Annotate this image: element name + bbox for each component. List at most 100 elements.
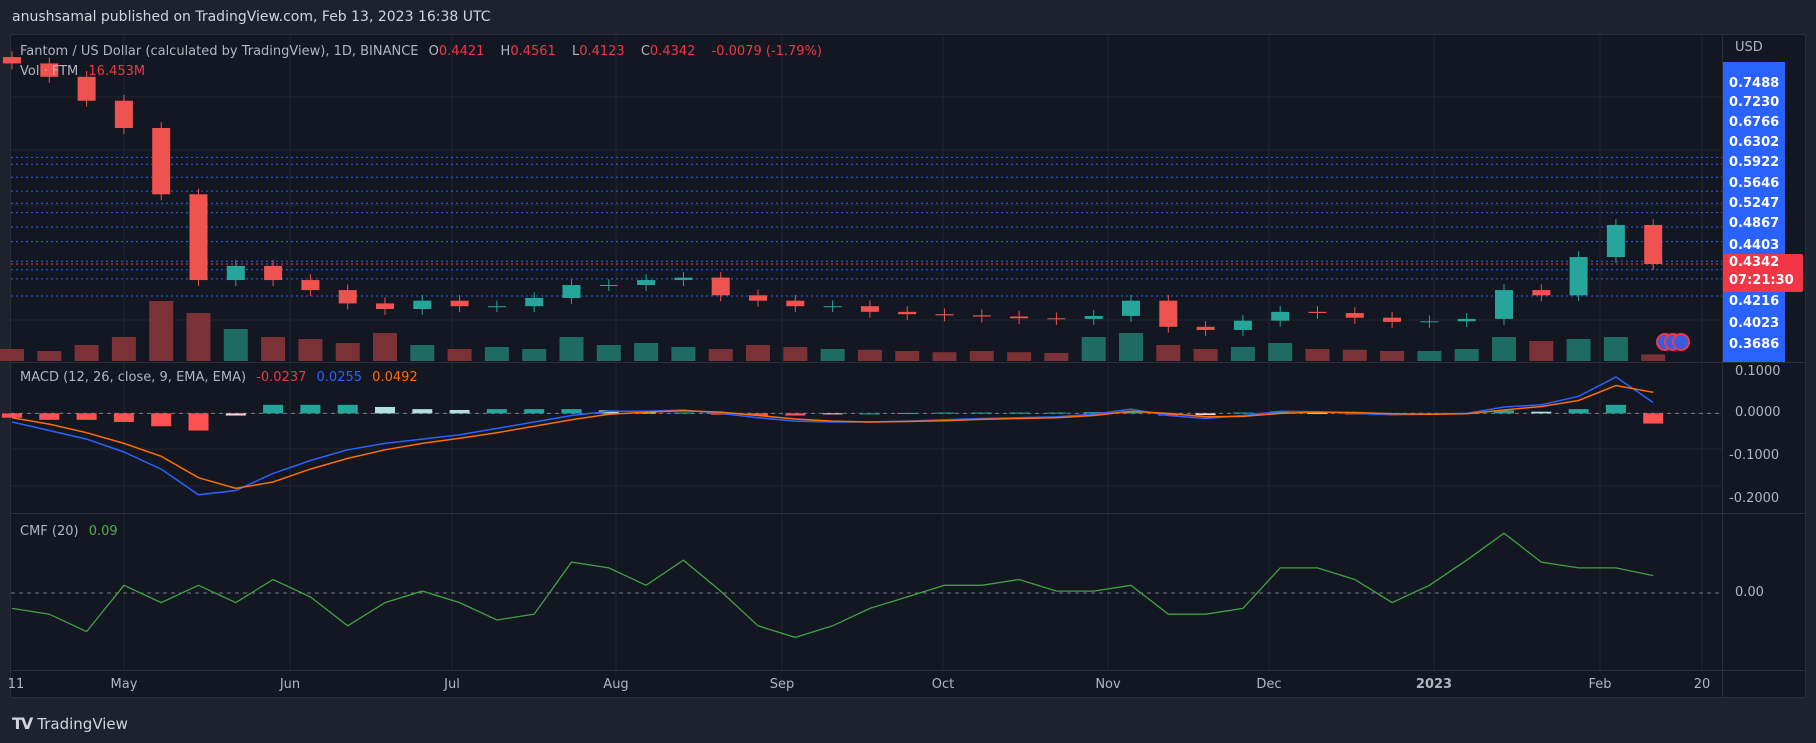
symbol-title[interactable]: Fantom / US Dollar (calculated by Tradin…: [20, 44, 419, 59]
volume-bar: [74, 345, 99, 361]
macd-line-value: 0.0255: [316, 370, 363, 385]
volume-bar: [1007, 352, 1032, 361]
candle: [860, 306, 879, 312]
time-label: Sep: [769, 677, 795, 692]
macd-histogram-bar: [1531, 411, 1552, 414]
candle: [1644, 224, 1663, 264]
high-label: H: [500, 44, 511, 59]
candle: [823, 306, 842, 308]
macd-histogram-bar: [859, 413, 880, 415]
time-label: Feb: [1588, 677, 1612, 692]
volume-bar: [1268, 343, 1293, 361]
macd-histogram-bar: [113, 413, 134, 422]
volume-bar: [447, 349, 472, 361]
time-label: Dec: [1256, 677, 1282, 692]
time-label: May: [110, 677, 138, 692]
macd-histogram-bar: [785, 413, 806, 416]
volume-bar: [484, 347, 509, 361]
macd-histogram-bar: [1046, 412, 1067, 414]
volume-value: 16.453M: [88, 64, 146, 79]
macd-histogram-bar: [636, 412, 657, 414]
candle: [1047, 318, 1066, 320]
macd-histogram-bar: [1158, 413, 1179, 416]
publish-header: anushsamal published on TradingView.com,…: [12, 9, 491, 25]
candle: [749, 295, 767, 301]
macd-histogram-bar: [188, 413, 209, 431]
candle: [599, 285, 618, 287]
candle: [935, 314, 954, 316]
cmf-axis-label: 0.00: [1735, 585, 1764, 600]
volume-bar: [522, 349, 547, 361]
candle: [1122, 300, 1140, 316]
price-level-label: 0.5646: [1729, 176, 1780, 191]
macd-signal-value: 0.0492: [372, 370, 418, 385]
macd-histogram-bar: [486, 409, 507, 414]
candle: [40, 63, 59, 77]
volume-bar: [298, 339, 323, 361]
macd-histogram-bar: [76, 413, 97, 420]
close-label: C: [640, 44, 650, 59]
macd-histogram-bar: [561, 409, 582, 414]
footer-branding[interactable]: TV TradingView: [12, 714, 128, 733]
candle: [301, 280, 320, 291]
volume-bar: [1641, 354, 1666, 361]
candle: [1308, 311, 1327, 314]
macd-histogram-bar: [2, 413, 22, 418]
price-axis-divider: [1722, 34, 1723, 698]
volume-bar: [149, 301, 174, 361]
volume-bar: [1119, 333, 1143, 361]
candle: [1495, 290, 1513, 319]
macd-histogram-bar: [1270, 411, 1291, 414]
macd-histogram-bar: [151, 413, 172, 427]
pane-divider-cmf[interactable]: [10, 513, 1806, 514]
candle: [711, 277, 730, 296]
volume-bar: [1417, 351, 1442, 361]
candle: [3, 57, 21, 64]
open-value: 0.4421: [438, 44, 485, 59]
current-price: 0.4342: [1729, 255, 1780, 270]
time-label: Jul: [444, 677, 460, 692]
volume-bar: [1044, 353, 1069, 361]
candle: [114, 100, 133, 128]
brand-name: TradingView: [37, 714, 128, 733]
macd-histogram-bar: [1083, 412, 1104, 414]
candle: [1010, 316, 1029, 319]
macd-histogram-bar: [1121, 411, 1141, 414]
volume-bar: [932, 352, 957, 361]
volume-bar: [1193, 349, 1218, 361]
macd-axis-label: 0.1000: [1735, 364, 1781, 379]
volume-bar: [857, 349, 882, 361]
pane-divider-macd[interactable]: [10, 362, 1806, 363]
chart-frame: [10, 34, 1806, 698]
candle: [189, 194, 208, 281]
volume-bar: [1566, 339, 1591, 361]
cmf-value: 0.09: [88, 524, 118, 539]
price-axis-level-labels[interactable]: [1723, 62, 1785, 362]
volume-bar: [634, 343, 659, 361]
price-level-label: 0.4403: [1729, 238, 1780, 253]
close-value: 0.4342: [649, 44, 696, 59]
us-flag-icon[interactable]: [1672, 333, 1690, 351]
price-level-label: 0.4216: [1729, 294, 1780, 309]
macd-legend: MACD (12, 26, close, 9, EMA, EMA) -0.023…: [20, 370, 424, 385]
macd-histogram-bar: [673, 412, 694, 414]
volume-bar: [708, 349, 733, 361]
economic-events-markers[interactable]: [1656, 333, 1690, 351]
volume-bar: [596, 345, 621, 361]
macd-title[interactable]: MACD (12, 26, close, 9, EMA, EMA): [20, 370, 247, 385]
volume-bar: [1603, 337, 1628, 361]
currency-label[interactable]: USD: [1735, 40, 1763, 55]
candle: [226, 265, 245, 281]
macd-histogram-bar: [300, 404, 321, 414]
candle: [264, 265, 283, 281]
volume-label[interactable]: Vol · FTM: [20, 64, 79, 79]
candle: [1084, 315, 1103, 319]
cmf-title[interactable]: CMF (20): [20, 524, 79, 539]
macd-histogram-bar: [971, 412, 992, 414]
macd-histogram-bar: [375, 406, 395, 414]
low-value: 0.4123: [579, 44, 625, 59]
volume-bar: [746, 345, 770, 361]
volume-bar: [1342, 349, 1367, 361]
macd-histogram-bar: [263, 404, 284, 414]
